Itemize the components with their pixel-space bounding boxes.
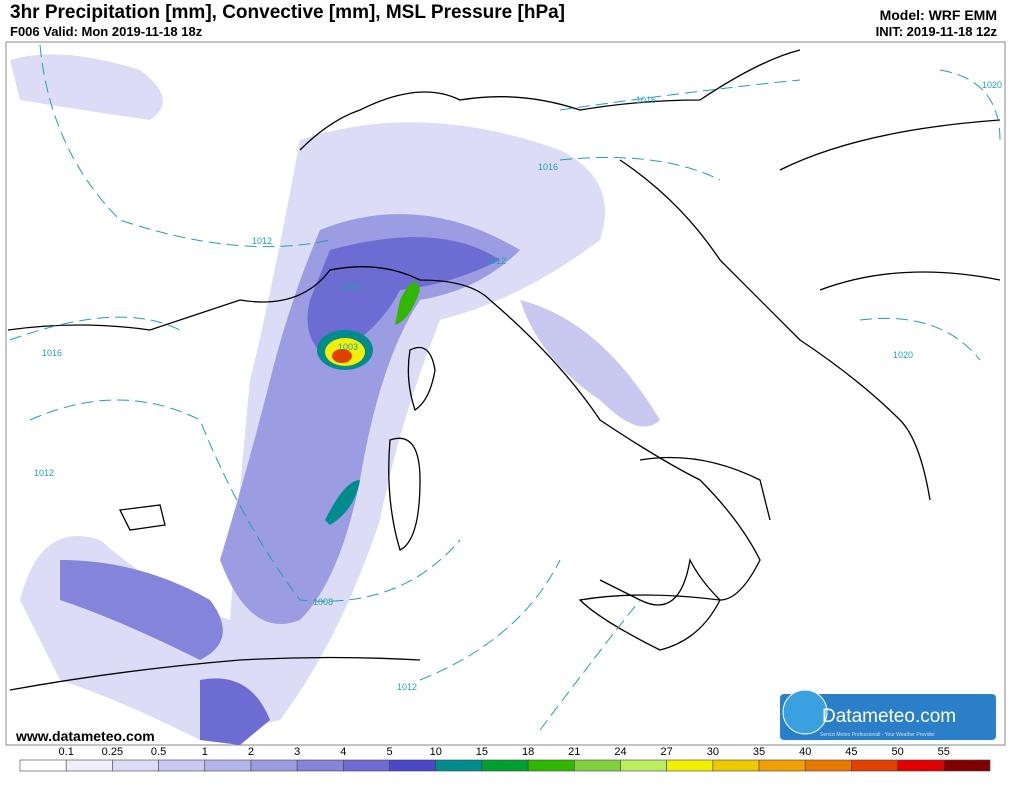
colorbar-swatch xyxy=(112,759,159,772)
colorbar-label: 45 xyxy=(845,746,857,758)
colorbar-label: 50 xyxy=(891,746,903,758)
isobar-label: 1003 xyxy=(338,342,358,352)
colorbar-label: 55 xyxy=(938,746,950,758)
model: Model: WRF EMM xyxy=(879,7,997,23)
colorbar-label: 21 xyxy=(568,746,580,758)
colorbar-label: 3 xyxy=(294,746,300,758)
colorbar-label: 30 xyxy=(707,746,719,758)
colorbar-label: 5 xyxy=(386,746,392,758)
colorbar-swatch xyxy=(65,759,113,772)
colorbar-label: 40 xyxy=(799,746,811,758)
colorbar-swatch xyxy=(851,759,898,772)
colorbar-swatch xyxy=(804,759,852,772)
colorbar-swatch xyxy=(481,759,529,772)
colorbar-label: 1 xyxy=(202,746,208,758)
colorbar-label: 4 xyxy=(340,746,346,758)
precipitation xyxy=(10,54,660,745)
colorbar-swatch xyxy=(620,759,667,772)
colorbar-swatch xyxy=(712,759,760,772)
coastlines xyxy=(7,49,1001,691)
colorbar-label: 18 xyxy=(522,746,534,758)
isobar-label: 1016 xyxy=(538,162,558,172)
colorbar-label: 10 xyxy=(430,746,442,758)
logo: Datameteo.com Servizi Meteo Professional… xyxy=(780,689,996,740)
colorbar-label: 0.5 xyxy=(151,746,166,758)
isobar-label: 1012 xyxy=(486,256,506,266)
colorbar-swatch xyxy=(204,759,252,772)
colorbar-swatch xyxy=(250,759,298,772)
colorbar-swatch xyxy=(343,759,390,772)
logo-tagline: Servizi Meteo Professionali - Your Weath… xyxy=(820,732,935,738)
isobar-label: 1020 xyxy=(982,80,1002,90)
isobar-label: 1008 xyxy=(313,597,333,607)
logo-name: Datameteo.com xyxy=(822,706,956,727)
title: 3hr Precipitation [mm], Convective [mm],… xyxy=(10,2,566,23)
isobar-label: 1012 xyxy=(397,682,417,692)
colorbar-swatch xyxy=(389,759,437,772)
colorbar-swatch xyxy=(943,759,991,772)
colorbar-swatch xyxy=(19,759,67,772)
colorbar-swatch xyxy=(666,759,714,772)
init-time: INIT: 2019-11-18 12z xyxy=(875,24,997,39)
colorbar-swatch xyxy=(296,759,344,772)
isobar-label: 1012 xyxy=(34,468,54,478)
colorbar-swatch xyxy=(158,759,206,772)
colorbar-label: 15 xyxy=(476,746,488,758)
isobar-label: 1008 xyxy=(340,282,360,292)
colorbar-label: 0.25 xyxy=(102,746,123,758)
colorbar: 0.1 0.25 0.5 1 2 3 4 5 10 15 18 21 24 27 30 35 40 45 50 55 xyxy=(19,746,991,772)
isobar-label: 1016 xyxy=(636,95,656,105)
colorbar-swatch xyxy=(573,759,621,772)
website: www.datameteo.com xyxy=(15,728,155,744)
colorbar-label: 0.1 xyxy=(59,746,74,758)
colorbar-label: 24 xyxy=(614,746,626,758)
colorbar-swatch xyxy=(527,759,575,772)
colorbar-label: 27 xyxy=(661,746,673,758)
isobar-label: 1012 xyxy=(252,236,272,246)
valid-time: F006 Valid: Mon 2019-11-18 18z xyxy=(10,24,203,39)
colorbar-label: 35 xyxy=(753,746,765,758)
isobars xyxy=(9,44,1001,731)
isobar-label: 1016 xyxy=(42,348,62,358)
colorbar-swatch xyxy=(435,759,483,772)
isobar-label: 1020 xyxy=(893,350,913,360)
colorbar-swatch xyxy=(758,759,806,772)
colorbar-swatch xyxy=(897,759,945,772)
colorbar-label: 2 xyxy=(248,746,254,758)
